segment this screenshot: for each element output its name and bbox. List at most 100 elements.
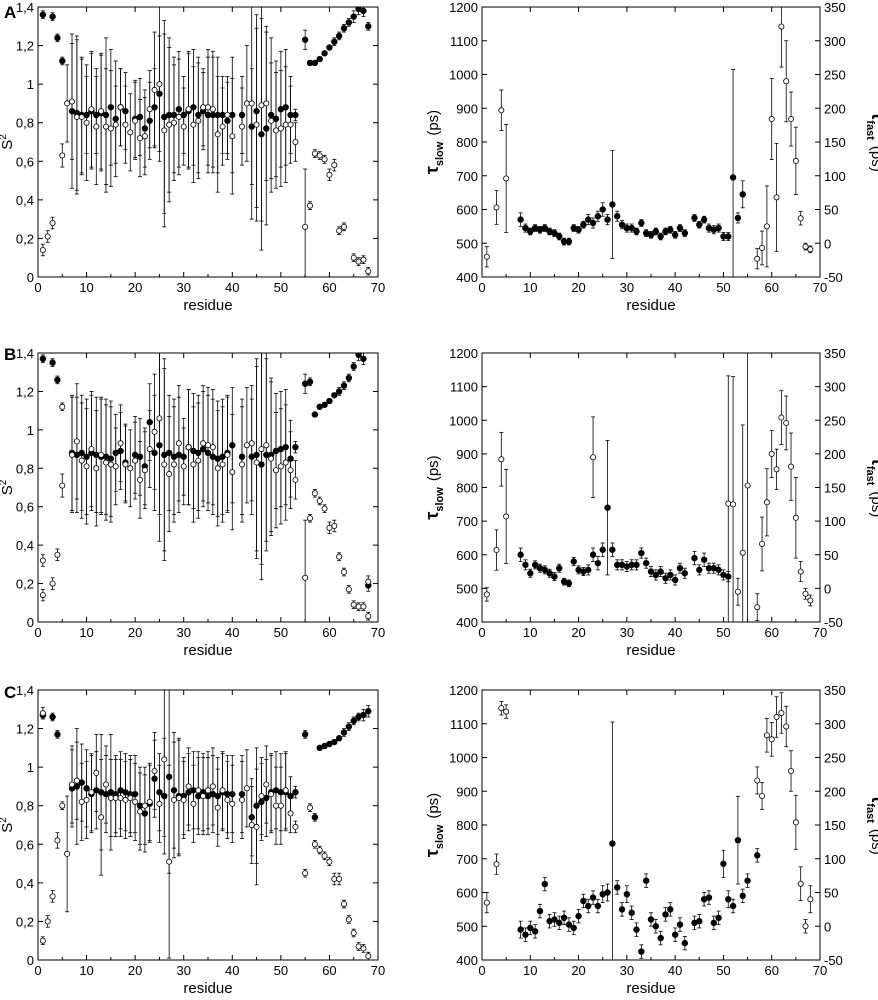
data-point-filled bbox=[662, 911, 669, 918]
x-tick-label: 60 bbox=[322, 963, 336, 978]
data-point-filled bbox=[720, 860, 727, 868]
data-point-filled bbox=[604, 889, 611, 896]
y-tick-label: 1,2 bbox=[16, 722, 34, 737]
data-point-open bbox=[350, 930, 357, 937]
data-point-filled bbox=[609, 201, 616, 208]
data-point-filled bbox=[522, 931, 529, 938]
data-point-open bbox=[156, 415, 163, 422]
data-point-filled bbox=[580, 221, 587, 228]
y-tick-label: 800 bbox=[456, 818, 478, 833]
data-point-open bbox=[321, 505, 328, 512]
data-point-open bbox=[778, 709, 785, 716]
data-point-open bbox=[493, 547, 500, 554]
data-point-filled bbox=[54, 34, 61, 42]
data-point-filled bbox=[536, 907, 544, 915]
y-axis-label: τslow (ps) bbox=[422, 110, 446, 174]
data-point-filled bbox=[585, 902, 592, 910]
data-point-filled bbox=[589, 551, 597, 558]
x-tick-label: 10 bbox=[523, 280, 537, 295]
data-point-open bbox=[792, 514, 799, 521]
data-point-filled bbox=[345, 374, 353, 382]
data-point-open bbox=[185, 444, 192, 451]
data-point-open bbox=[483, 899, 490, 906]
data-point-open bbox=[498, 107, 505, 114]
data-point-open bbox=[200, 440, 207, 447]
data-point-open bbox=[98, 451, 105, 458]
data-point-open bbox=[219, 787, 226, 794]
y-right-label-sub: fast bbox=[864, 803, 876, 823]
data-point-filled bbox=[628, 224, 635, 232]
data-point-filled bbox=[560, 914, 568, 922]
data-point-filled bbox=[609, 546, 616, 553]
y-tick-label: 0,8 bbox=[16, 116, 34, 131]
panel-label-A: A bbox=[4, 3, 16, 22]
y-tick-label: 500 bbox=[456, 581, 478, 596]
data-point-filled bbox=[652, 571, 660, 579]
data-point-open bbox=[190, 800, 197, 807]
chart-C-correlation-times: 0 10 20 30 40 50 60 704005006007008009001000110… bbox=[422, 683, 878, 997]
data-point-open bbox=[88, 789, 95, 796]
y-right-tick-label: 50 bbox=[824, 886, 838, 901]
data-point-open bbox=[331, 876, 338, 883]
data-point-filled bbox=[59, 57, 66, 65]
x-tick-label: 10 bbox=[79, 280, 93, 295]
x-tick-label: 20 bbox=[128, 963, 142, 978]
y-right-tick-label: -50 bbox=[824, 953, 843, 968]
data-point-filled bbox=[614, 213, 621, 220]
data-point-open bbox=[277, 802, 284, 809]
data-point-filled bbox=[696, 566, 703, 574]
data-point-filled bbox=[301, 36, 309, 43]
data-point-open bbox=[122, 796, 129, 803]
data-point-open bbox=[204, 442, 211, 449]
data-point-open bbox=[763, 223, 770, 230]
data-point-filled bbox=[527, 570, 534, 577]
data-point-open bbox=[146, 106, 153, 113]
y-right-tick-label: 100 bbox=[824, 514, 846, 529]
data-point-open bbox=[73, 438, 80, 445]
data-point-open bbox=[170, 119, 177, 126]
data-point-filled bbox=[345, 19, 353, 26]
data-point-open bbox=[175, 113, 182, 120]
y-axis-label: τslow (ps) bbox=[422, 455, 446, 519]
data-point-open bbox=[73, 777, 80, 784]
x-tick-label: 0 bbox=[34, 625, 41, 640]
data-point-open bbox=[103, 781, 110, 788]
data-point-open bbox=[209, 783, 216, 790]
y-tick-label: 1,2 bbox=[16, 39, 34, 54]
data-point-open bbox=[730, 501, 737, 508]
y-right-tick-label: 300 bbox=[824, 34, 846, 49]
data-point-filled bbox=[638, 219, 645, 227]
y-axis-label-unit: (ps) bbox=[425, 455, 442, 481]
data-point-open bbox=[69, 781, 76, 788]
data-point-open bbox=[292, 476, 299, 483]
y-axis-label-sub: slow bbox=[434, 824, 446, 849]
data-point-open bbox=[778, 23, 785, 30]
y-tick-label: 900 bbox=[456, 447, 478, 462]
data-point-open bbox=[49, 893, 56, 900]
data-point-open bbox=[93, 123, 100, 130]
data-point-open bbox=[204, 787, 211, 794]
y-tick-label: 0,4 bbox=[16, 538, 34, 553]
y-axis-label: S2 bbox=[0, 134, 16, 150]
data-point-filled bbox=[565, 238, 573, 245]
data-point-filled bbox=[522, 561, 529, 569]
x-tick-label: 20 bbox=[571, 625, 585, 640]
data-point-filled bbox=[589, 894, 597, 901]
data-point-open bbox=[355, 603, 362, 610]
data-point-open bbox=[336, 876, 343, 883]
data-point-open bbox=[229, 469, 236, 476]
data-point-open bbox=[156, 800, 163, 807]
data-point-filled bbox=[326, 44, 333, 51]
data-point-open bbox=[493, 861, 500, 868]
y-tick-label: 0,2 bbox=[16, 231, 34, 246]
data-point-filled bbox=[527, 924, 534, 932]
data-point-filled bbox=[594, 213, 602, 220]
data-point-open bbox=[93, 769, 100, 776]
data-point-filled bbox=[671, 931, 679, 938]
y-tick-label: 1,4 bbox=[16, 0, 34, 15]
data-point-open bbox=[151, 768, 158, 775]
data-point-open bbox=[190, 121, 197, 128]
y-tick-label: 1100 bbox=[450, 34, 478, 49]
y-axis-label: S2 bbox=[0, 817, 16, 833]
y-tick-label: 700 bbox=[456, 169, 478, 184]
